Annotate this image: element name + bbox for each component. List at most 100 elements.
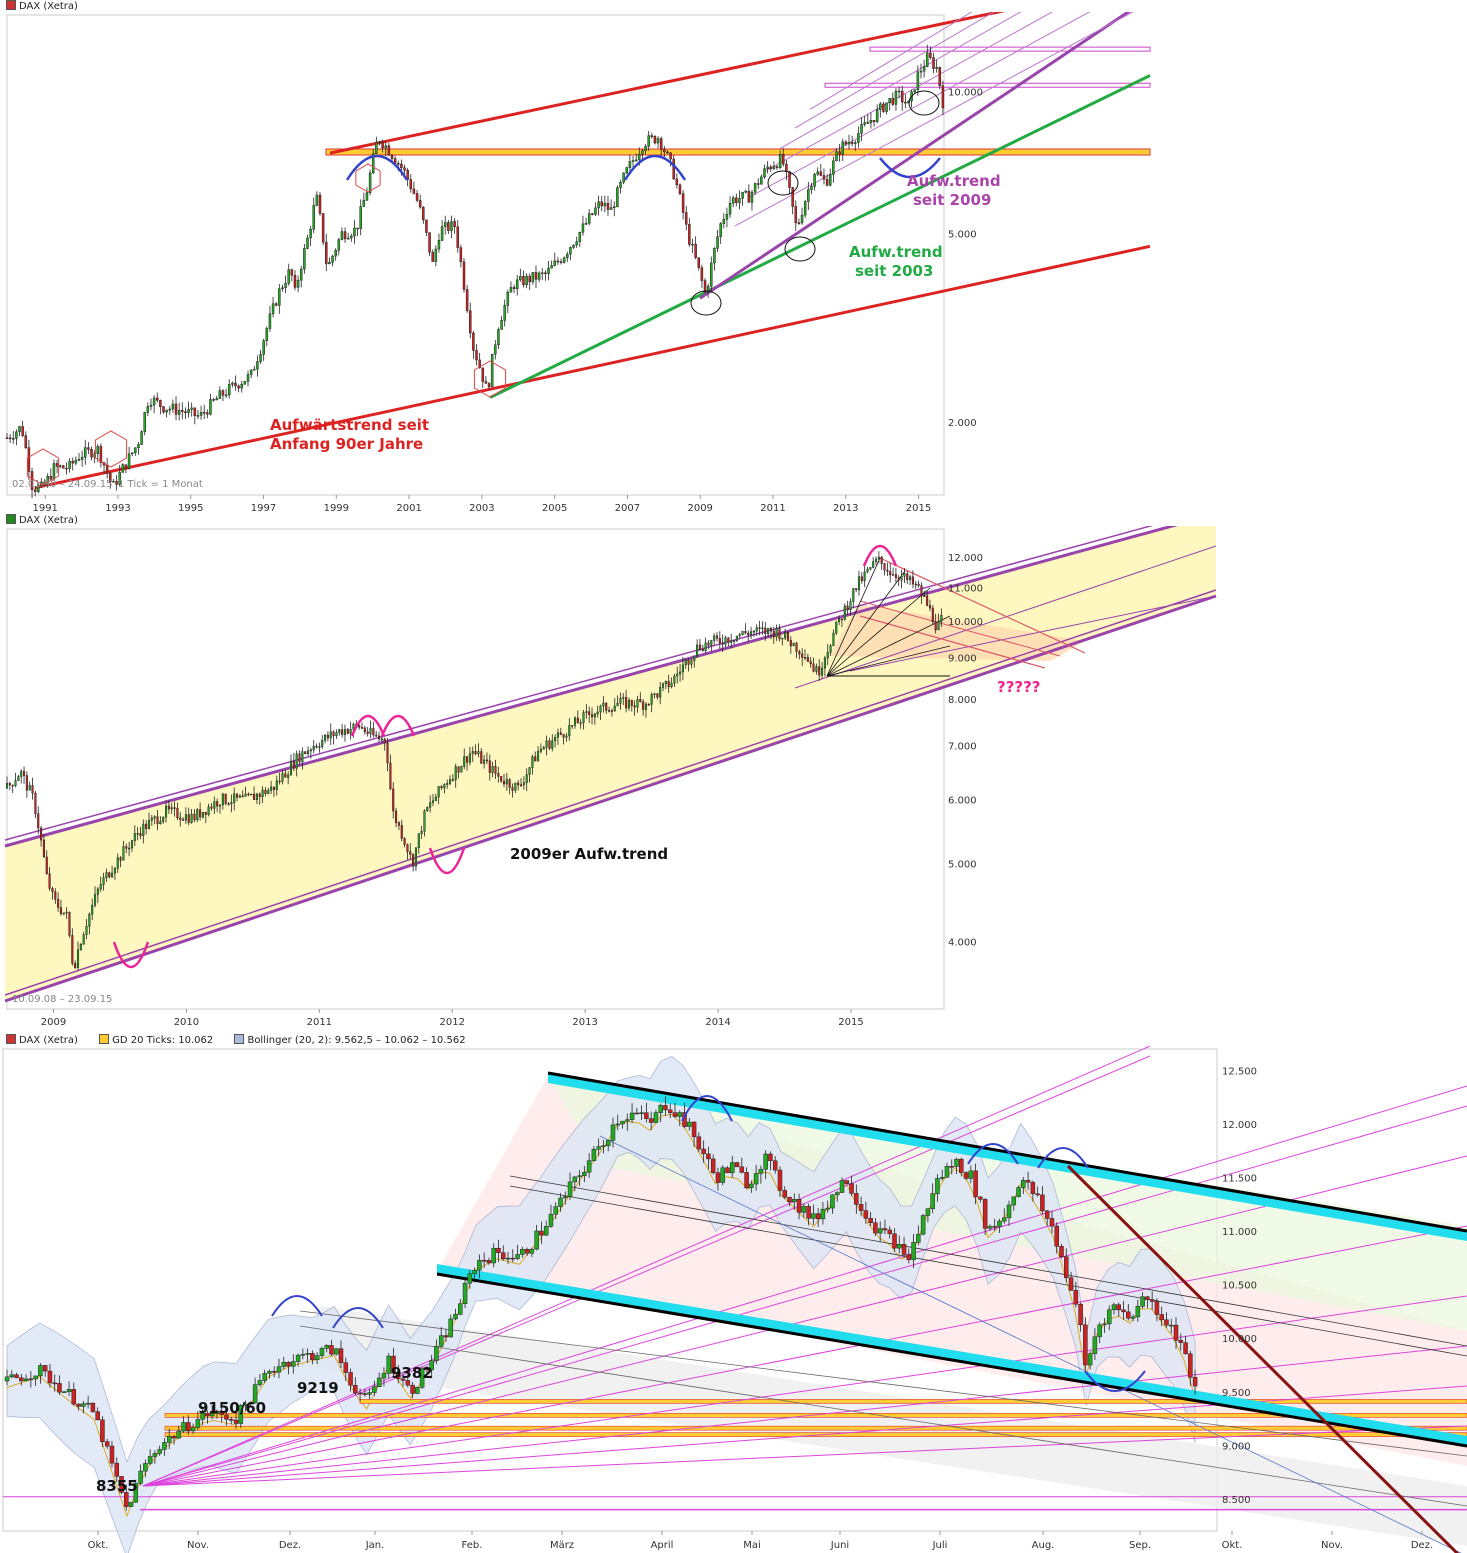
weekly-candle: [360, 727, 364, 729]
falling-line-lower: [859, 615, 1046, 669]
monthly-candle: [231, 382, 234, 385]
monthly-candle: [224, 394, 228, 397]
daily-candle: [801, 1206, 807, 1213]
monthly-candle: [584, 222, 588, 225]
daily-candle: [491, 1247, 496, 1264]
chart1-interval: 1 Tick = 1 Monat: [118, 479, 203, 490]
daily-candle: [219, 1410, 224, 1416]
weekly-candle: [403, 838, 406, 845]
monthly-candle: [55, 463, 59, 467]
weekly-candle: [406, 844, 409, 852]
monthly-candle: [353, 227, 356, 237]
weekly-candle: [602, 702, 605, 707]
monthly-candle: [506, 291, 510, 306]
weekly-candle: [40, 827, 43, 841]
fan-line-8355: [142, 1046, 1151, 1487]
weekly-candle: [11, 784, 14, 787]
monthly-candle: [193, 407, 197, 416]
weekly-candle: [650, 694, 653, 705]
daily-candle: [267, 1371, 272, 1374]
daily-candle: [90, 1402, 96, 1412]
daily-candle: [844, 1180, 850, 1184]
monthly-candle: [544, 272, 547, 275]
weekly-candle: [377, 735, 381, 740]
monthly-candle: [731, 197, 735, 204]
weekly-candle: [315, 745, 318, 748]
monthly-candle: [663, 149, 666, 153]
weekly-candle: [934, 621, 937, 631]
weekly-candle: [65, 911, 68, 914]
daily-candle: [438, 1335, 444, 1347]
daily-candle: [916, 1233, 921, 1243]
weekly-candle: [176, 807, 179, 819]
weekly-candle: [247, 793, 250, 796]
weekly-candle: [196, 809, 199, 820]
monthly-candle: [246, 374, 250, 382]
daily-candle: [209, 1413, 215, 1417]
monthly-candle: [184, 411, 187, 414]
daily-candle: [1073, 1290, 1079, 1305]
weekly-candle: [940, 615, 943, 623]
monthly-candle: [265, 328, 269, 341]
daily-candle: [897, 1244, 902, 1249]
weekly-candle: [244, 793, 247, 797]
daily-candle: [419, 1368, 425, 1388]
monthly-candle: [343, 231, 347, 240]
monthly-candle: [346, 237, 350, 240]
weekly-candle: [289, 761, 293, 776]
monthly-candle: [879, 103, 882, 110]
monthly-candle: [672, 158, 675, 180]
monthly-candle: [68, 460, 71, 469]
weekly-candle: [585, 711, 588, 713]
weekly-candle: [880, 556, 883, 564]
monthly-candle: [428, 232, 431, 253]
weekly-candle: [440, 786, 443, 789]
weekly-candle: [616, 703, 619, 707]
daily-candle: [706, 1153, 711, 1160]
y-tick-label: 11.500: [1222, 1174, 1257, 1185]
x-tick-label: Aug.: [1032, 1540, 1055, 1551]
daily-candle: [124, 1492, 129, 1507]
weekly-candle: [531, 756, 534, 768]
daily-candle: [152, 1453, 158, 1457]
legend-label: DAX (Xetra): [19, 1, 78, 12]
daily-candle: [839, 1180, 845, 1193]
weekly-candle: [250, 793, 253, 796]
monthly-candle: [785, 163, 788, 173]
daily-candle: [1059, 1246, 1064, 1258]
daily-candle: [1102, 1323, 1107, 1326]
monthly-candle: [425, 219, 428, 233]
daily-candle: [720, 1167, 725, 1183]
weekly-candle: [309, 749, 312, 752]
weekly-candle: [295, 753, 298, 769]
weekly-candle: [781, 637, 784, 640]
monthly-candle: [929, 52, 932, 58]
weekly-candle: [483, 759, 486, 764]
weekly-candle: [468, 753, 471, 763]
daily-candle: [372, 1386, 377, 1393]
x-tick-label: Okt.: [1222, 1540, 1243, 1551]
daily-candle: [696, 1136, 702, 1150]
chart2-y-ticks: 12.000 11.000 10.000 9.000 8.000 7.000 6.000 5.…: [948, 553, 983, 949]
monthly-candle: [678, 184, 682, 194]
top-arc-dec-b: [332, 1307, 384, 1329]
daily-candle: [548, 1213, 554, 1227]
daily-candle: [243, 1403, 248, 1406]
daily-candle: [973, 1170, 978, 1198]
monthly-candle: [854, 142, 857, 144]
weekly-candle: [681, 664, 684, 673]
weekly-candle: [54, 891, 57, 900]
monthly-candle: [600, 201, 603, 207]
weekly-candle: [724, 637, 727, 645]
daily-candle: [601, 1145, 606, 1148]
daily-candle: [176, 1430, 182, 1439]
monthly-candle: [412, 188, 416, 194]
daily-candle: [982, 1199, 988, 1229]
daily-candle: [782, 1190, 788, 1198]
daily-candle: [939, 1177, 945, 1179]
weekly-candle: [42, 839, 45, 858]
monthly-candle: [105, 464, 109, 474]
weekly-candle: [218, 804, 222, 807]
monthly-candle: [569, 247, 572, 255]
daily-candle: [806, 1206, 811, 1219]
